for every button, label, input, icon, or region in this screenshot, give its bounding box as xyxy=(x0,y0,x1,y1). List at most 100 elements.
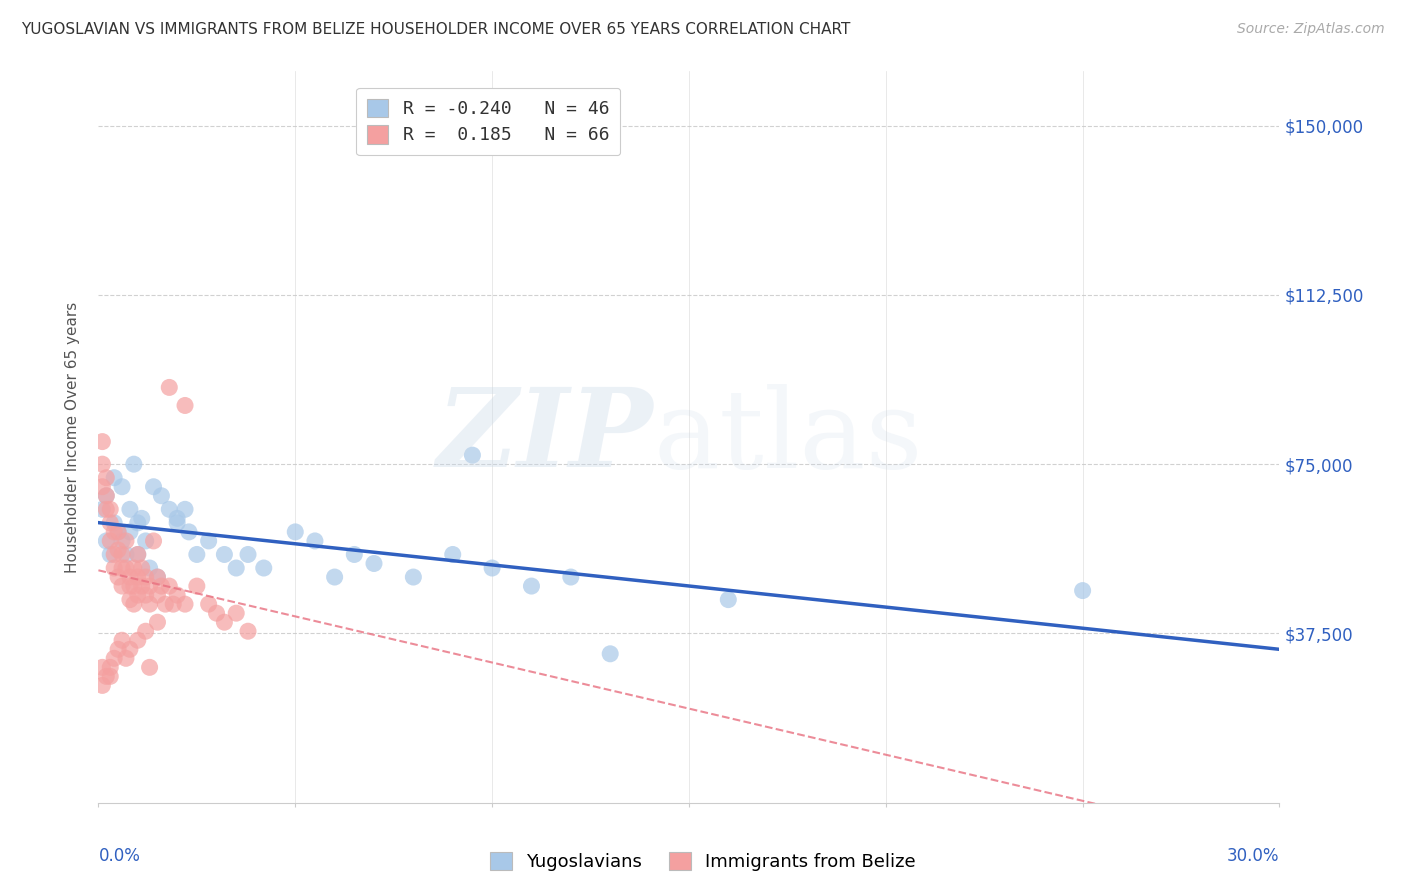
Point xyxy=(142,480,165,494)
Point xyxy=(107,642,129,657)
Point xyxy=(107,524,129,539)
Point xyxy=(138,579,160,593)
Text: YUGOSLAVIAN VS IMMIGRANTS FROM BELIZE HOUSEHOLDER INCOME OVER 65 YEARS CORRELATI: YUGOSLAVIAN VS IMMIGRANTS FROM BELIZE HO… xyxy=(21,22,851,37)
Point xyxy=(131,511,153,525)
Point xyxy=(363,557,385,571)
Point xyxy=(91,480,114,494)
Point xyxy=(131,579,153,593)
Point xyxy=(107,570,129,584)
Point xyxy=(481,561,503,575)
Point xyxy=(98,516,121,530)
Point xyxy=(118,592,141,607)
Point xyxy=(174,597,197,611)
Point xyxy=(150,579,173,593)
Point xyxy=(135,588,157,602)
Point xyxy=(107,524,129,539)
Point xyxy=(1071,583,1094,598)
Point xyxy=(142,533,165,548)
Point xyxy=(122,457,145,471)
Point xyxy=(284,524,307,539)
Point xyxy=(135,570,157,584)
Point xyxy=(122,597,145,611)
Point xyxy=(103,561,125,575)
Point xyxy=(111,548,134,562)
Point xyxy=(186,579,208,593)
Point xyxy=(135,533,157,548)
Point xyxy=(197,533,219,548)
Text: ZIP: ZIP xyxy=(437,384,654,491)
Point xyxy=(520,579,543,593)
Point xyxy=(115,561,138,575)
Point xyxy=(177,524,200,539)
Point xyxy=(111,561,134,575)
Point xyxy=(96,502,118,516)
Point xyxy=(253,561,276,575)
Point xyxy=(98,669,121,683)
Point xyxy=(96,533,118,548)
Point xyxy=(155,597,177,611)
Legend: R = -0.240   N = 46, R =  0.185   N = 66: R = -0.240 N = 46, R = 0.185 N = 66 xyxy=(356,87,620,155)
Point xyxy=(560,570,582,584)
Point xyxy=(166,511,188,525)
Point xyxy=(127,548,149,562)
Text: 30.0%: 30.0% xyxy=(1227,847,1279,864)
Point xyxy=(138,597,160,611)
Point xyxy=(91,457,114,471)
Point xyxy=(157,380,180,394)
Point xyxy=(96,471,118,485)
Point xyxy=(98,548,121,562)
Point xyxy=(236,548,259,562)
Point xyxy=(98,502,121,516)
Point xyxy=(127,516,149,530)
Point xyxy=(441,548,464,562)
Point xyxy=(111,480,134,494)
Point xyxy=(146,588,169,602)
Point xyxy=(118,642,141,657)
Point xyxy=(402,570,425,584)
Point xyxy=(135,624,157,639)
Point xyxy=(103,516,125,530)
Point xyxy=(107,543,129,558)
Point xyxy=(98,660,121,674)
Point xyxy=(150,489,173,503)
Point xyxy=(162,597,184,611)
Point xyxy=(115,533,138,548)
Point xyxy=(236,624,259,639)
Point xyxy=(127,633,149,648)
Point xyxy=(91,660,114,674)
Point xyxy=(115,548,138,562)
Point xyxy=(214,615,236,630)
Point xyxy=(304,533,326,548)
Point xyxy=(91,678,114,692)
Point xyxy=(197,597,219,611)
Point xyxy=(127,548,149,562)
Point xyxy=(118,579,141,593)
Y-axis label: Householder Income Over 65 years: Householder Income Over 65 years xyxy=(65,301,80,573)
Point xyxy=(122,579,145,593)
Point xyxy=(111,579,134,593)
Point xyxy=(111,533,134,548)
Point xyxy=(122,561,145,575)
Point xyxy=(127,588,149,602)
Point xyxy=(118,502,141,516)
Point xyxy=(157,502,180,516)
Point xyxy=(146,570,169,584)
Point xyxy=(146,570,169,584)
Point xyxy=(118,570,141,584)
Point xyxy=(96,669,118,683)
Point xyxy=(174,399,197,413)
Point xyxy=(96,489,118,503)
Point xyxy=(98,533,121,548)
Point xyxy=(214,548,236,562)
Text: Source: ZipAtlas.com: Source: ZipAtlas.com xyxy=(1237,22,1385,37)
Point xyxy=(103,548,125,562)
Point xyxy=(205,606,228,620)
Point xyxy=(186,548,208,562)
Point xyxy=(103,471,125,485)
Point xyxy=(323,570,346,584)
Point xyxy=(131,561,153,575)
Point xyxy=(115,651,138,665)
Point xyxy=(138,660,160,674)
Point xyxy=(111,633,134,648)
Point xyxy=(166,588,188,602)
